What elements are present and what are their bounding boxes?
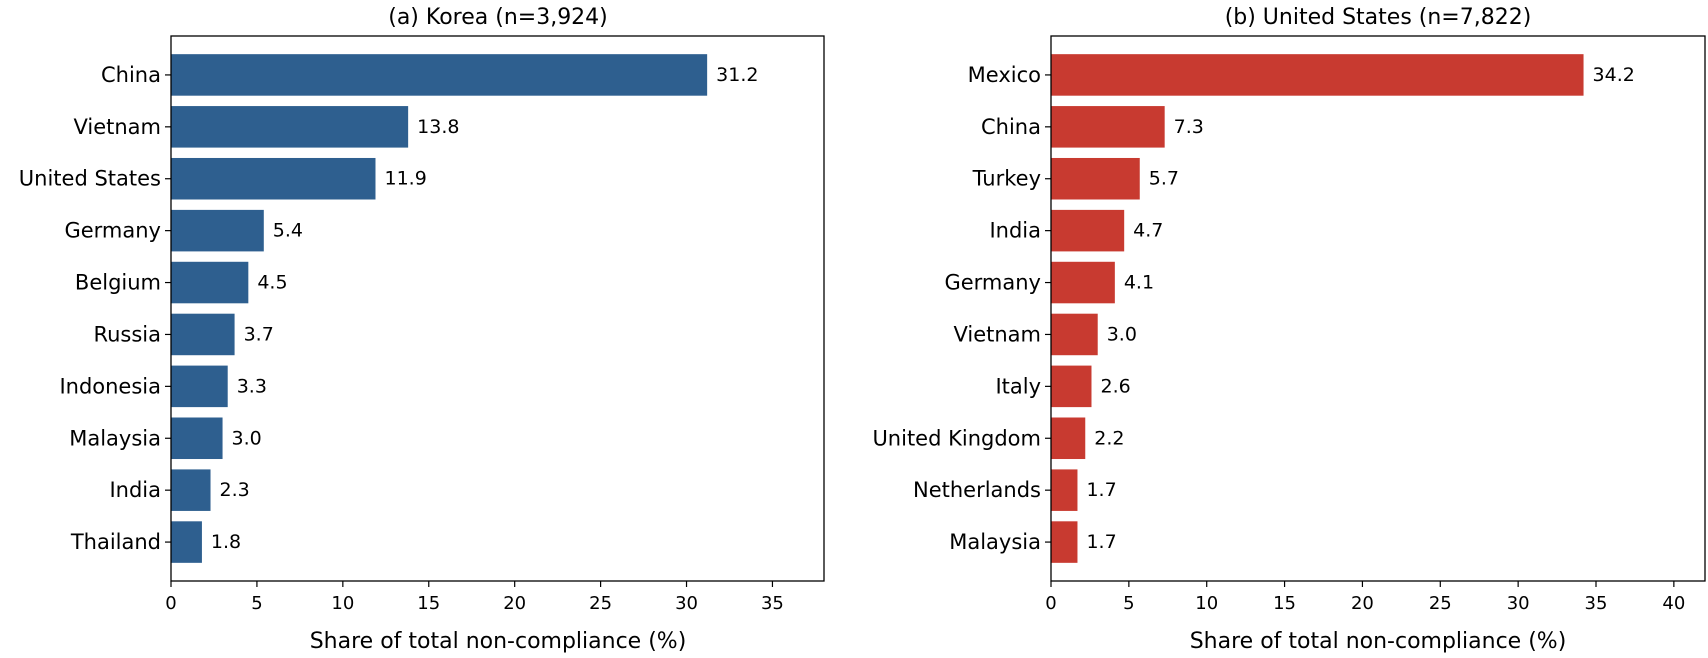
y-tick-label: Vietnam	[953, 322, 1041, 346]
data-label: 34.2	[1593, 64, 1635, 86]
bar-united-states	[1051, 106, 1165, 148]
plot-frame-korea	[170, 35, 825, 582]
bar-korea	[171, 106, 409, 148]
bar-korea	[171, 54, 708, 96]
plot-frame-united-states	[1050, 35, 1706, 582]
x-tick-label: 0	[165, 593, 176, 614]
bar-united-states	[1051, 261, 1115, 304]
x-tick-label: 30	[1507, 593, 1530, 614]
data-label: 4.1	[1124, 272, 1154, 294]
x-tick-label: 25	[1429, 593, 1452, 614]
bar-korea	[171, 365, 228, 408]
chart-title-united-states: (b) United States (n=7,822)	[1225, 5, 1532, 30]
y-tick-label: Mexico	[968, 63, 1041, 87]
x-axis-label-korea: Share of total non-compliance (%)	[310, 629, 687, 654]
data-label: 3.7	[244, 323, 274, 345]
bar-united-states	[1051, 313, 1098, 356]
y-tick-label: Netherlands	[913, 478, 1041, 502]
x-tick-label: 0	[1045, 593, 1056, 614]
y-tick-label: China	[101, 63, 161, 87]
data-label: 5.7	[1149, 168, 1179, 190]
data-label: 13.8	[417, 116, 459, 138]
data-label: 4.5	[257, 272, 287, 294]
data-label: 1.7	[1086, 531, 1116, 553]
data-label: 3.0	[1107, 323, 1137, 345]
y-tick-label: China	[981, 115, 1041, 139]
data-label: 31.2	[716, 64, 758, 86]
x-tick-label: 35	[1585, 593, 1608, 614]
data-label: 2.6	[1100, 375, 1130, 397]
y-tick-label: Germany	[64, 219, 161, 243]
x-tick-label: 35	[761, 593, 784, 614]
data-label: 1.7	[1086, 479, 1116, 501]
data-label: 4.7	[1133, 220, 1163, 242]
bar-korea	[171, 521, 202, 563]
x-tick-label: 30	[675, 593, 698, 614]
panel-united-states: (b) United States (n=7,822) Share of tot…	[872, 5, 1706, 654]
x-tick-label: 20	[503, 593, 526, 614]
y-tick-label: Germany	[944, 271, 1041, 295]
x-axis-label-united-states: Share of total non-compliance (%)	[1190, 629, 1567, 654]
bar-united-states	[1051, 365, 1092, 408]
bar-korea	[171, 209, 264, 252]
bar-korea	[171, 469, 211, 511]
bar-united-states	[1051, 521, 1078, 563]
bar-korea	[171, 157, 376, 200]
data-label: 2.3	[220, 479, 250, 501]
y-tick-label: United States	[19, 167, 161, 191]
x-tick-label: 5	[251, 593, 262, 614]
x-tick-label: 10	[331, 593, 354, 614]
y-tick-label: Turkey	[972, 167, 1041, 191]
bar-united-states	[1051, 417, 1086, 460]
x-tick-label: 40	[1662, 593, 1685, 614]
x-tick-label: 20	[1351, 593, 1374, 614]
x-tick-label: 5	[1123, 593, 1134, 614]
data-label: 1.8	[211, 531, 241, 553]
bar-united-states	[1051, 209, 1125, 252]
y-tick-label: Italy	[995, 374, 1041, 398]
bar-united-states	[1051, 54, 1584, 96]
y-tick-label: Belgium	[75, 271, 161, 295]
data-label: 5.4	[273, 220, 303, 242]
data-label: 11.9	[384, 168, 426, 190]
x-tick-label: 15	[1273, 593, 1296, 614]
y-tick-label: India	[109, 478, 161, 502]
data-label: 2.2	[1094, 427, 1124, 449]
x-tick-label: 10	[1195, 593, 1218, 614]
panel-korea: (a) Korea (n=3,924) Share of total non-c…	[19, 5, 825, 654]
y-tick-label: Malaysia	[949, 530, 1041, 554]
bar-korea	[171, 417, 223, 460]
y-tick-label: India	[989, 219, 1041, 243]
y-tick-label: Indonesia	[59, 374, 161, 398]
y-tick-label: Malaysia	[69, 426, 161, 450]
x-tick-label: 25	[589, 593, 612, 614]
y-tick-label: Thailand	[70, 530, 161, 554]
chart-title-korea: (a) Korea (n=3,924)	[388, 5, 608, 30]
data-label: 3.0	[232, 427, 262, 449]
y-tick-label: Russia	[93, 322, 161, 346]
y-tick-label: United Kingdom	[872, 426, 1041, 450]
bar-korea	[171, 313, 235, 356]
x-tick-label: 15	[417, 593, 440, 614]
bar-united-states	[1051, 157, 1140, 200]
bar-united-states	[1051, 469, 1078, 511]
data-label: 7.3	[1174, 116, 1204, 138]
bar-korea	[171, 261, 249, 304]
data-label: 3.3	[237, 375, 267, 397]
y-tick-label: Vietnam	[73, 115, 161, 139]
